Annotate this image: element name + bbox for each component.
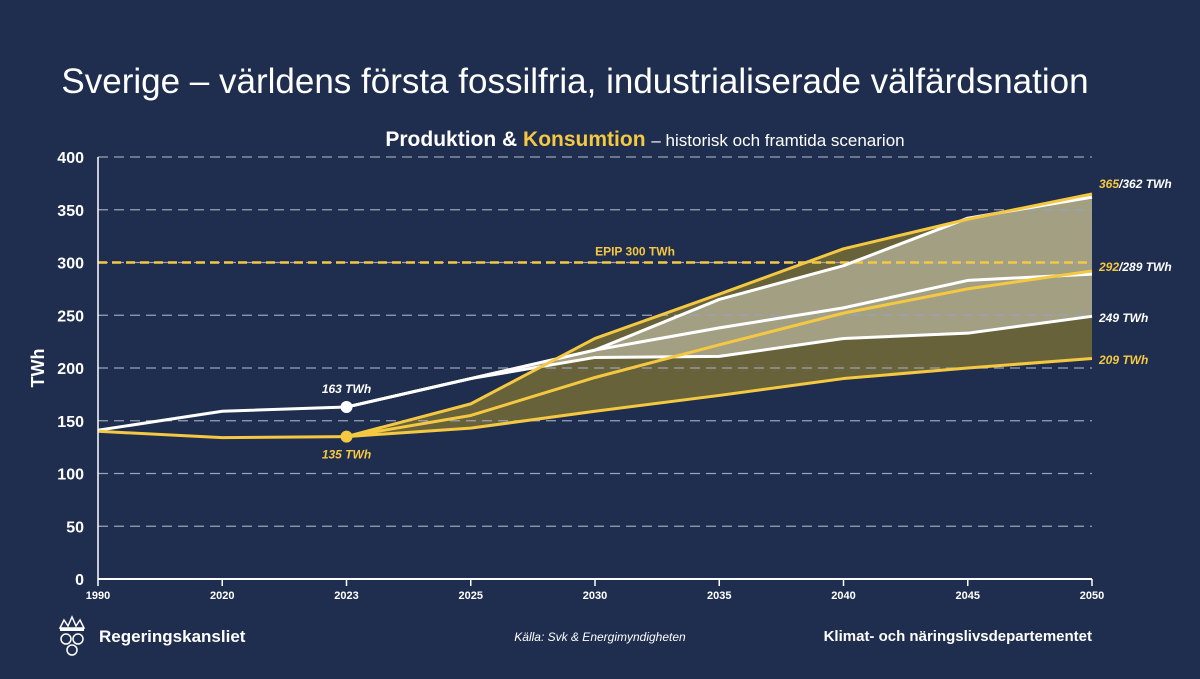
subtitle-rest: – historisk och framtida scenarion [651,131,905,150]
label-end-mid-consumption: 292 [1098,260,1119,274]
label-consumption-2023: 135 TWh [322,448,371,462]
consumption-historical-line [97,429,347,440]
chart-subtitle: Produktion & Konsumtion – historisk och … [0,128,1200,152]
production-2023-marker [340,401,353,414]
axes: 0 50 100 150 200 250 300 350 400 1990 2020 2023 2025… [28,150,1104,602]
department-name: Klimat- och näringslivsdepartementet [823,628,1092,645]
x-tick-label-2040: 2040 [831,590,855,602]
reference-line-label: EPIP 300 TWh [595,245,675,259]
x-tick-label-2035: 2035 [707,590,731,602]
consumption-high-line [346,192,1093,439]
x-tick-label-2020: 2020 [210,590,234,602]
y-tick-label-150: 150 [57,414,84,431]
crown-logo-icon [58,615,86,656]
label-end-low-production: 249 TWh [1098,311,1148,325]
y-tick-label-100: 100 [57,467,84,484]
production-historical-line [97,405,347,432]
y-tick-label-0: 0 [75,572,84,589]
subtitle-production: Produktion & [385,128,518,151]
subtitle-consumption: Konsumtion [523,128,646,151]
production-scenario-band [346,197,1092,408]
brand: Regeringskansliet [55,614,245,660]
x-tick-label-2050: 2050 [1080,590,1104,602]
y-tick-label-350: 350 [57,203,84,220]
scenario-bands [346,193,1092,437]
consumption-2023-marker [340,430,353,443]
y-tick-label-300: 300 [57,256,84,273]
y-tick-label-400: 400 [57,150,84,167]
x-tick-label-2025: 2025 [459,590,483,602]
page-title: Sverige – världens första fossilfria, in… [61,62,1089,101]
y-axis-title: TWh [28,349,48,388]
label-end-high-production: /362 TWh [1118,177,1172,191]
label-end-high-consumption: 365 [1099,177,1119,191]
label-production-2023: 163 TWh [322,382,371,396]
brand-name: Regeringskansliet [99,627,246,646]
x-tick-label-2030: 2030 [583,590,607,602]
production-low-line [346,314,1093,409]
label-end-mid: 292/289 TWh [1098,260,1172,274]
x-tick-label-1990: 1990 [86,590,110,602]
y-tick-label-250: 250 [57,308,84,325]
label-end-high: 365/362 TWh [1099,177,1172,191]
consumption-low-line [346,357,1093,439]
y-tick-label-50: 50 [66,519,84,536]
x-tick-label-2023: 2023 [334,590,358,602]
label-end-mid-production: /289 TWh [1118,260,1172,274]
grid [98,156,1092,527]
label-end-low-consumption: 209 TWh [1098,353,1148,367]
chart-labels: EPIP 300 TWh 163 TWh 135 TWh 365/362 TWh 292… [322,177,1172,462]
source-note: Källa: Svk & Energimyndigheten [514,630,686,644]
x-tick-label-2045: 2045 [956,590,980,602]
consumption-mid-line [346,269,1093,439]
series-lines [97,192,1093,443]
y-tick-label-200: 200 [57,361,84,378]
